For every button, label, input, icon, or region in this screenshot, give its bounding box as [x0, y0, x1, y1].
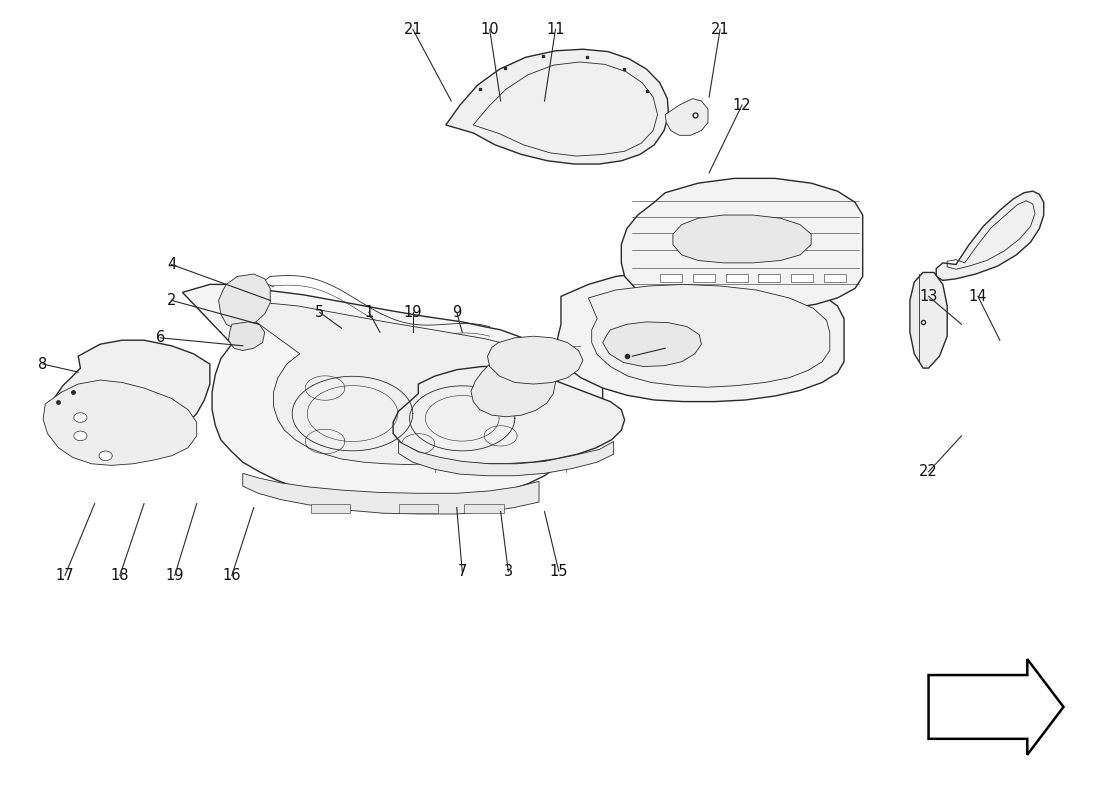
Circle shape: [74, 431, 87, 441]
Text: 22: 22: [920, 464, 938, 479]
Polygon shape: [936, 191, 1044, 281]
Text: 6: 6: [156, 330, 165, 346]
Polygon shape: [43, 380, 197, 466]
Text: 5: 5: [315, 305, 324, 320]
Text: 9: 9: [452, 305, 461, 320]
Polygon shape: [558, 271, 844, 402]
Text: 19: 19: [165, 568, 184, 583]
Text: 17: 17: [56, 568, 75, 583]
Polygon shape: [219, 274, 271, 328]
Text: 11: 11: [547, 22, 564, 37]
Polygon shape: [666, 98, 708, 135]
Text: 15: 15: [550, 564, 568, 579]
Text: 21: 21: [711, 22, 729, 37]
Polygon shape: [660, 274, 682, 282]
Polygon shape: [487, 336, 583, 384]
Polygon shape: [759, 274, 780, 282]
Text: 20: 20: [656, 341, 674, 356]
Polygon shape: [464, 504, 504, 514]
Polygon shape: [910, 273, 947, 368]
Polygon shape: [621, 178, 862, 310]
Polygon shape: [603, 322, 702, 366]
Text: 19: 19: [404, 305, 422, 320]
Text: 12: 12: [733, 98, 751, 113]
Polygon shape: [791, 274, 813, 282]
Polygon shape: [398, 442, 614, 476]
Polygon shape: [229, 322, 265, 350]
Circle shape: [74, 413, 87, 422]
Polygon shape: [311, 504, 350, 514]
Text: 3: 3: [504, 564, 513, 579]
Polygon shape: [588, 285, 829, 387]
Polygon shape: [726, 274, 748, 282]
Text: 4: 4: [167, 257, 176, 272]
Text: 21: 21: [404, 22, 422, 37]
Text: 1: 1: [364, 305, 374, 320]
Text: 7: 7: [458, 564, 466, 579]
Polygon shape: [393, 366, 625, 464]
Text: 14: 14: [969, 289, 987, 304]
Polygon shape: [928, 659, 1064, 754]
Polygon shape: [183, 285, 603, 502]
Polygon shape: [693, 274, 715, 282]
Polygon shape: [238, 302, 559, 465]
Polygon shape: [471, 362, 556, 417]
Circle shape: [99, 451, 112, 461]
Text: 8: 8: [39, 357, 47, 372]
Text: 16: 16: [222, 568, 241, 583]
Text: 18: 18: [111, 568, 129, 583]
Polygon shape: [398, 504, 438, 514]
Polygon shape: [824, 274, 846, 282]
Polygon shape: [673, 215, 811, 263]
Polygon shape: [446, 50, 669, 164]
Polygon shape: [50, 340, 210, 458]
Polygon shape: [243, 474, 539, 514]
Text: 10: 10: [481, 22, 499, 37]
Text: 13: 13: [920, 289, 937, 304]
Text: 2: 2: [167, 293, 176, 308]
